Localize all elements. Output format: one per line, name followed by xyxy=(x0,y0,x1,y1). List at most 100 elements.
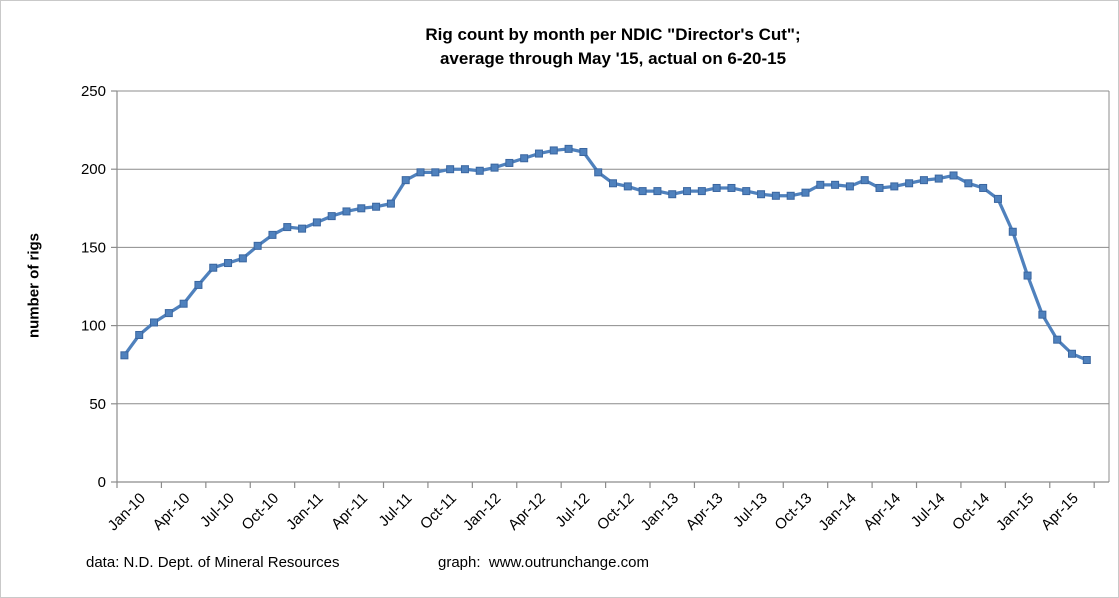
data-point-marker xyxy=(712,183,721,192)
data-point-marker xyxy=(460,165,469,174)
data-point-marker xyxy=(327,212,336,221)
data-point-marker xyxy=(623,182,632,191)
y-tick-label: 200 xyxy=(81,161,106,178)
x-tick-label: Oct-12 xyxy=(594,490,638,534)
data-point-marker xyxy=(638,187,647,196)
x-tick-label: Apr-10 xyxy=(150,490,194,534)
x-tick-label: Jan-13 xyxy=(638,490,682,534)
x-tick-label: Jul-10 xyxy=(197,490,238,531)
x-tick-label: Oct-13 xyxy=(771,490,815,534)
data-point-marker xyxy=(401,176,410,185)
y-tick-label: 150 xyxy=(81,239,106,256)
y-tick-label: 50 xyxy=(89,396,106,413)
data-point-marker xyxy=(164,309,173,318)
data-point-marker xyxy=(831,180,840,189)
x-tick-label: Jul-12 xyxy=(552,490,593,531)
data-point-marker xyxy=(283,223,292,232)
data-point-marker xyxy=(890,182,899,191)
data-point-marker xyxy=(120,351,129,360)
x-tick-label: Apr-14 xyxy=(860,490,904,534)
data-point-marker xyxy=(786,191,795,200)
data-point-marker xyxy=(579,147,588,156)
x-tick-label: Jul-14 xyxy=(908,490,949,531)
data-point-marker xyxy=(342,207,351,216)
footer: data: N.D. Dept. of Mineral Resources gr… xyxy=(1,554,1118,597)
chart-title-line1: Rig count by month per NDIC "Director's … xyxy=(425,25,801,44)
data-point-marker xyxy=(505,158,514,167)
x-tick-label: Jan-10 xyxy=(105,490,149,534)
data-point-marker xyxy=(298,224,307,233)
data-point-marker xyxy=(150,318,159,327)
data-point-marker xyxy=(845,182,854,191)
data-point-marker xyxy=(475,166,484,175)
x-tick-label: Apr-13 xyxy=(683,490,727,534)
data-point-marker xyxy=(919,176,928,185)
chart-title-line2: average through May '15, actual on 6-20-… xyxy=(439,49,787,68)
data-point-marker xyxy=(416,168,425,177)
x-tick-label: Apr-12 xyxy=(505,490,549,534)
y-tick-label: 0 xyxy=(98,474,106,491)
data-point-marker xyxy=(1053,335,1062,344)
x-tick-label: Apr-15 xyxy=(1038,490,1082,534)
data-point-marker xyxy=(194,280,203,289)
data-point-marker xyxy=(771,191,780,200)
data-point-marker xyxy=(224,259,233,268)
data-point-marker xyxy=(949,171,958,180)
data-point-marker xyxy=(653,187,662,196)
data-point-marker xyxy=(683,187,692,196)
data-point-marker xyxy=(135,330,144,339)
data-point-marker xyxy=(594,168,603,177)
data-point-marker xyxy=(431,168,440,177)
data-point-marker xyxy=(609,179,617,188)
data-point-marker xyxy=(934,174,943,183)
data-point-marker xyxy=(209,263,218,272)
data-point-marker xyxy=(1067,349,1076,358)
y-tick-label: 100 xyxy=(81,318,106,335)
chart-title: Rig count by month per NDIC "Director's … xyxy=(117,23,1109,71)
data-point-marker xyxy=(446,165,455,174)
data-point-marker xyxy=(979,183,988,192)
data-point-marker xyxy=(905,179,914,188)
data-point-marker xyxy=(816,180,825,189)
y-tick-label: 250 xyxy=(81,83,106,100)
x-tick-label: Oct-14 xyxy=(949,490,993,534)
data-source-credit: data: N.D. Dept. of Mineral Resources xyxy=(86,554,340,571)
x-tick-label: Jan-14 xyxy=(815,490,859,534)
data-point-marker xyxy=(534,149,543,158)
data-point-marker xyxy=(993,194,1002,203)
data-point-marker xyxy=(697,187,706,196)
data-point-marker xyxy=(668,190,677,199)
x-tick-label: Jul-11 xyxy=(375,490,415,530)
data-point-marker xyxy=(179,299,188,308)
x-tick-label: Oct-10 xyxy=(238,490,282,534)
data-point-marker xyxy=(520,154,529,163)
data-point-marker xyxy=(312,218,321,227)
data-point-marker xyxy=(1038,310,1047,319)
data-point-marker xyxy=(1008,227,1017,236)
data-point-marker xyxy=(1023,271,1032,280)
x-tick-label: Jan-11 xyxy=(283,490,327,534)
data-point-marker xyxy=(964,179,973,188)
x-tick-label: Apr-11 xyxy=(328,490,371,533)
graph-credit: graph: www.outrunchange.com xyxy=(438,554,649,571)
data-point-marker xyxy=(564,144,573,153)
data-point-marker xyxy=(727,183,736,192)
x-tick-label: Jul-13 xyxy=(730,490,771,531)
x-tick-label: Oct-11 xyxy=(417,490,460,533)
data-point-marker xyxy=(860,176,869,185)
data-point-marker xyxy=(757,190,766,199)
data-point-marker xyxy=(372,202,381,211)
x-tick-label: Jan-12 xyxy=(460,490,504,534)
x-tick-label: Jan-15 xyxy=(993,490,1037,534)
data-point-marker xyxy=(1082,356,1091,365)
data-point-marker xyxy=(549,146,558,155)
data-point-marker xyxy=(238,254,247,263)
data-point-marker xyxy=(386,199,395,208)
data-point-marker xyxy=(490,163,499,172)
data-point-marker xyxy=(357,204,366,213)
data-point-marker xyxy=(875,183,884,192)
data-point-marker xyxy=(801,188,810,197)
data-point-marker xyxy=(742,187,751,196)
